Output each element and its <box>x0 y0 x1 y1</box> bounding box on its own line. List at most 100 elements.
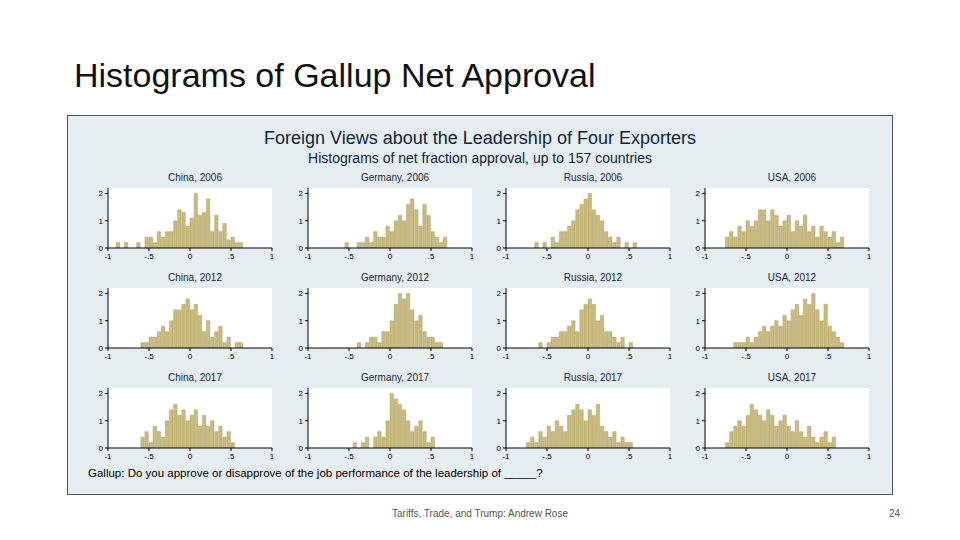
svg-text:0: 0 <box>696 444 701 453</box>
svg-text:-1: -1 <box>502 252 510 261</box>
html-text:Gallup: Do you approve or disa: Gallup: Do you approve or disapprove of … <box>88 467 543 479</box>
svg-text:0: 0 <box>785 352 790 361</box>
svg-text:.5: .5 <box>428 352 435 361</box>
svg-text:-1: -1 <box>304 452 312 461</box>
svg-text:2: 2 <box>696 189 701 198</box>
svg-text:2: 2 <box>299 289 304 298</box>
svg-text:2: 2 <box>497 389 502 398</box>
html-text:Foreign Views about the Leader: Foreign Views about the Leadership of Fo… <box>264 128 696 148</box>
svg-text:1: 1 <box>299 417 304 426</box>
svg-text:0: 0 <box>99 444 104 453</box>
svg-text:0: 0 <box>188 452 193 461</box>
svg-text:-1: -1 <box>104 452 112 461</box>
svg-text:0: 0 <box>299 444 304 453</box>
svg-text:1: 1 <box>867 352 872 361</box>
svg-text:-1: -1 <box>104 252 112 261</box>
svg-text:1: 1 <box>696 317 701 326</box>
svg-text:0: 0 <box>299 344 304 353</box>
svg-text:.5: .5 <box>228 452 235 461</box>
svg-text:0: 0 <box>388 352 393 361</box>
svg-text:1: 1 <box>299 217 304 226</box>
svg-text:1: 1 <box>668 352 673 361</box>
svg-text:1: 1 <box>497 217 502 226</box>
svg-text:1: 1 <box>270 352 275 361</box>
svg-text:-.5: -.5 <box>741 452 751 461</box>
svg-text:1: 1 <box>696 217 701 226</box>
svg-text:1: 1 <box>470 252 475 261</box>
svg-text:2: 2 <box>696 389 701 398</box>
svg-text:2: 2 <box>497 289 502 298</box>
svg-text:0: 0 <box>497 444 502 453</box>
svg-text:.5: .5 <box>825 452 832 461</box>
svg-text:-.5: -.5 <box>344 452 354 461</box>
svg-text:0: 0 <box>388 452 393 461</box>
svg-text:1: 1 <box>470 352 475 361</box>
svg-text:0: 0 <box>299 244 304 253</box>
svg-text:1: 1 <box>99 217 104 226</box>
svg-text:2: 2 <box>299 389 304 398</box>
svg-text:.5: .5 <box>626 352 633 361</box>
svg-text:1: 1 <box>470 452 475 461</box>
html-text:Histograms of net fraction app: Histograms of net fraction approval, up … <box>308 150 652 166</box>
svg-text:1: 1 <box>270 452 275 461</box>
svg-text:1: 1 <box>99 317 104 326</box>
svg-text:-.5: -.5 <box>741 252 751 261</box>
svg-text:1: 1 <box>668 252 673 261</box>
svg-text:0: 0 <box>785 252 790 261</box>
svg-text:0: 0 <box>586 352 591 361</box>
svg-text:.5: .5 <box>428 252 435 261</box>
svg-text:.5: .5 <box>428 452 435 461</box>
svg-text:0: 0 <box>586 252 591 261</box>
svg-text:1: 1 <box>696 417 701 426</box>
svg-text:0: 0 <box>188 352 193 361</box>
svg-text:-1: -1 <box>304 352 312 361</box>
html-text:Histograms of Gallup Net Appro: Histograms of Gallup Net Approval <box>74 56 596 94</box>
svg-text:-1: -1 <box>502 452 510 461</box>
svg-text:-1: -1 <box>701 252 709 261</box>
svg-text:-.5: -.5 <box>542 252 552 261</box>
svg-text:1: 1 <box>99 417 104 426</box>
svg-text:-1: -1 <box>701 452 709 461</box>
svg-text:2: 2 <box>99 289 104 298</box>
svg-text:0: 0 <box>99 344 104 353</box>
svg-text:-.5: -.5 <box>542 352 552 361</box>
svg-text:0: 0 <box>696 344 701 353</box>
svg-text:-1: -1 <box>701 352 709 361</box>
svg-text:1: 1 <box>299 317 304 326</box>
svg-text:.5: .5 <box>228 352 235 361</box>
svg-text:.5: .5 <box>825 252 832 261</box>
svg-text:-1: -1 <box>502 352 510 361</box>
svg-text:-.5: -.5 <box>741 352 751 361</box>
svg-text:1: 1 <box>497 417 502 426</box>
svg-text:2: 2 <box>99 189 104 198</box>
svg-text:-.5: -.5 <box>344 252 354 261</box>
svg-text:0: 0 <box>497 244 502 253</box>
svg-text:.5: .5 <box>228 252 235 261</box>
svg-text:-.5: -.5 <box>144 352 154 361</box>
svg-text:2: 2 <box>696 289 701 298</box>
svg-text:.5: .5 <box>626 452 633 461</box>
svg-text:1: 1 <box>270 252 275 261</box>
svg-text:2: 2 <box>99 389 104 398</box>
svg-text:1: 1 <box>497 317 502 326</box>
svg-text:2: 2 <box>497 189 502 198</box>
svg-text:.5: .5 <box>825 352 832 361</box>
svg-text:0: 0 <box>188 252 193 261</box>
svg-text:0: 0 <box>785 452 790 461</box>
svg-text:1: 1 <box>867 252 872 261</box>
svg-text:-.5: -.5 <box>542 452 552 461</box>
svg-text:1: 1 <box>668 452 673 461</box>
svg-text:-1: -1 <box>104 352 112 361</box>
svg-text:-.5: -.5 <box>144 452 154 461</box>
svg-text:1: 1 <box>867 452 872 461</box>
svg-text:0: 0 <box>388 252 393 261</box>
svg-text:-.5: -.5 <box>144 252 154 261</box>
svg-text:-.5: -.5 <box>344 352 354 361</box>
svg-text:0: 0 <box>586 452 591 461</box>
svg-text:0: 0 <box>497 344 502 353</box>
svg-text:0: 0 <box>99 244 104 253</box>
svg-text:.5: .5 <box>626 252 633 261</box>
svg-text:2: 2 <box>299 189 304 198</box>
svg-text:-1: -1 <box>304 252 312 261</box>
svg-text:0: 0 <box>696 244 701 253</box>
